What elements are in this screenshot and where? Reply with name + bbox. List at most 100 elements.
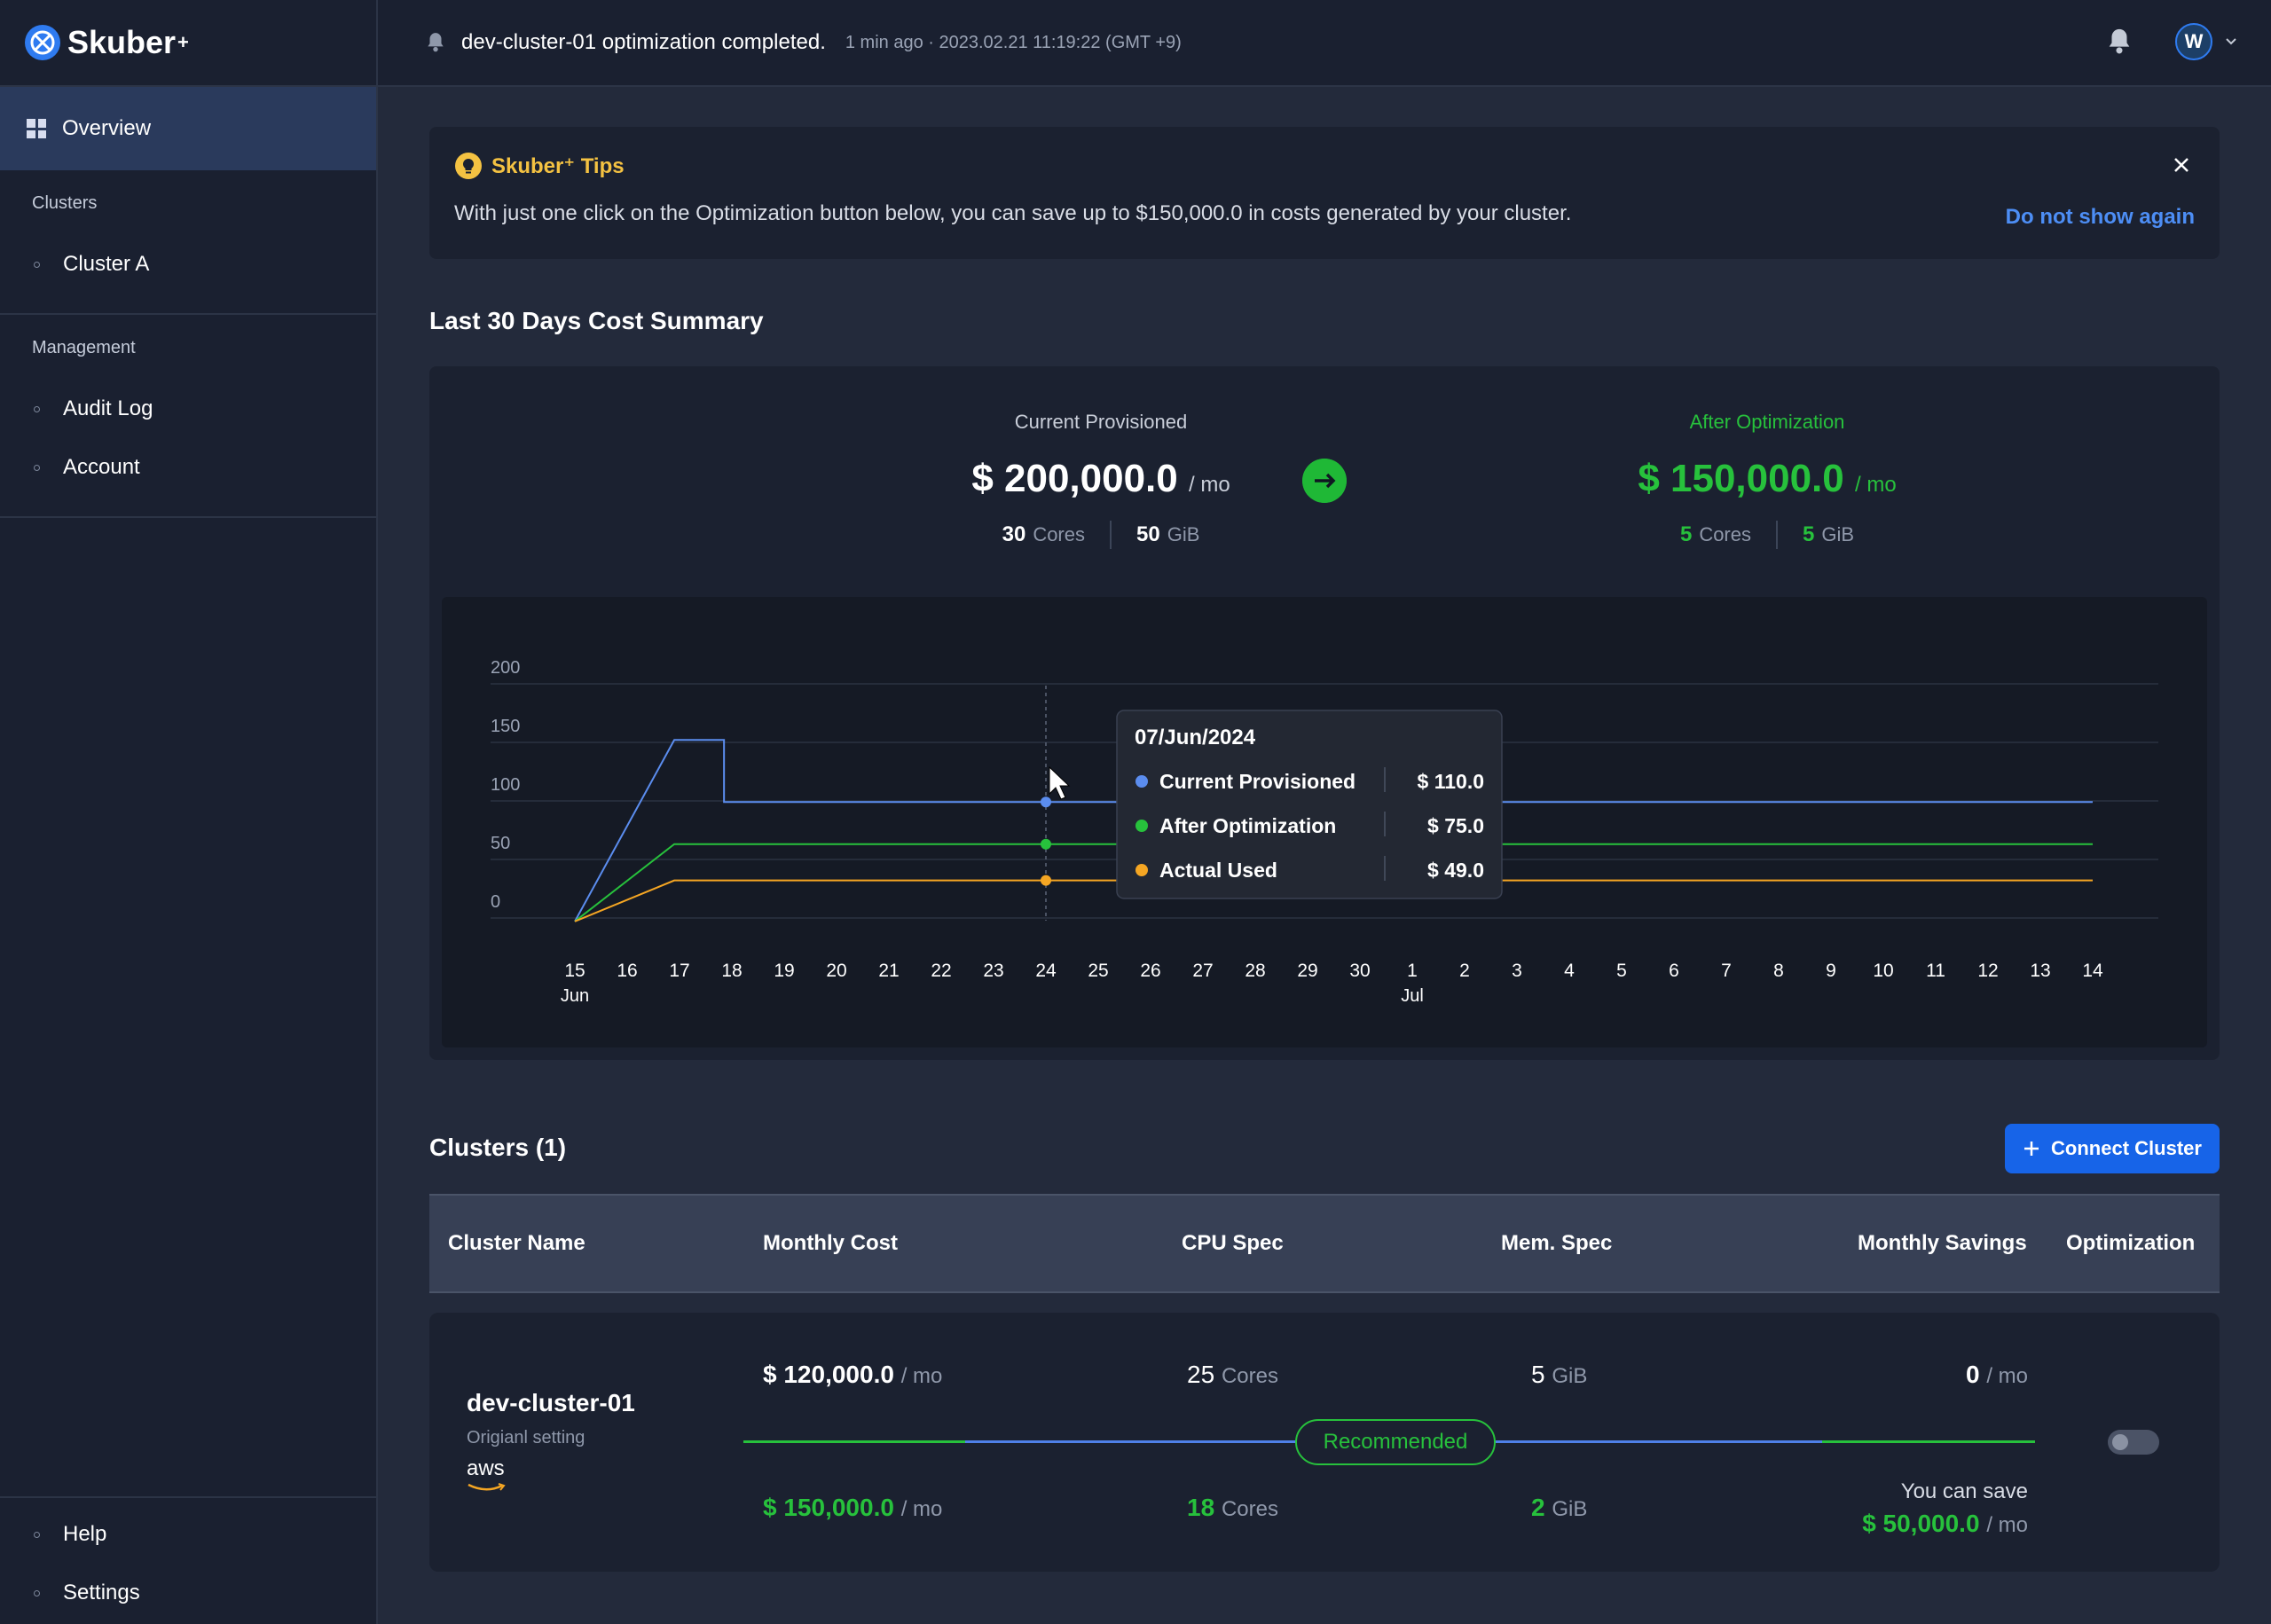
sidebar: Skuber + Overview Clusters Cluster A Mana…	[0, 0, 378, 1624]
cost-summary-card: Current Provisioned $ 200,000.0 / mo 30 C…	[429, 366, 2220, 1060]
tooltip-label: Current Provisioned	[1159, 770, 1356, 793]
sidebar-heading: Clusters	[32, 193, 98, 213]
month-label: Jun	[561, 986, 589, 1006]
mem-unit: GiB	[1552, 1364, 1588, 1388]
sidebar-item-label: Overview	[62, 116, 152, 140]
y-tick-label: 100	[491, 775, 520, 795]
tooltip-value: $ 75.0	[1427, 814, 1484, 837]
x-tick-label: 2	[1459, 961, 1470, 981]
table-row[interactable]: dev-cluster-01 Origianl setting aws $ 12…	[429, 1313, 2220, 1572]
clusters-title: Clusters (1)	[429, 1134, 567, 1161]
can-save-amount: $ 50,000.0 / mo	[1862, 1510, 2028, 1538]
tooltip-box	[1116, 710, 1503, 899]
x-tick-label: 11	[1926, 961, 1945, 981]
x-tick-label: 15	[564, 961, 585, 981]
plus-icon	[2024, 1142, 2039, 1156]
lightbulb-icon	[455, 153, 482, 179]
tips-text: With just one click on the Optimization …	[454, 201, 1572, 225]
stat-value: $ 150,000.0 / mo	[1545, 457, 1989, 501]
sidebar-item-settings[interactable]: Settings	[0, 1564, 376, 1622]
x-tick-label: 4	[1564, 961, 1575, 981]
sidebar-group-management: Management Audit Log Account	[0, 315, 376, 518]
tooltip-dot	[1136, 820, 1148, 832]
summary-title: Last 30 Days Cost Summary	[429, 307, 764, 334]
can-save-unit: / mo	[1986, 1513, 2028, 1537]
mem-unit: GiB	[1821, 523, 1855, 545]
can-save-label: You can save	[1900, 1479, 2028, 1503]
skuber-logo-icon	[25, 25, 60, 60]
rec-cost-unit: / mo	[900, 1497, 943, 1521]
stat-amount: $ 150,000.0	[1638, 457, 1844, 500]
app-name-plus: +	[177, 31, 189, 53]
app-name: Skuber	[67, 24, 177, 60]
recommend-line	[965, 1440, 1297, 1443]
x-tick-label: 27	[1192, 961, 1213, 981]
bullet-icon	[34, 464, 40, 471]
tips-title: Skuber⁺ Tips	[454, 152, 2195, 180]
stat-label: After Optimization	[1689, 411, 1845, 433]
cluster-setting: Origianl setting	[467, 1428, 585, 1447]
dashboard-icon	[27, 119, 46, 138]
sidebar-item-account[interactable]: Account	[0, 438, 376, 497]
bullet-icon	[34, 1531, 40, 1538]
stat-spec: 30 Cores 50 GiB	[879, 521, 1323, 549]
rec-mem-unit: GiB	[1552, 1497, 1588, 1521]
rec-cpu-unit: Cores	[1221, 1497, 1278, 1521]
sidebar-item-overview[interactable]: Overview	[0, 87, 376, 170]
notification-time: 1 min ago · 2023.02.21 11:19:22 (GMT +9)	[845, 32, 1182, 52]
stat-unit: / mo	[1189, 473, 1230, 497]
recommended-cost: $ 150,000.0 / mo	[763, 1494, 942, 1522]
rec-cpu-value: 18	[1187, 1494, 1215, 1521]
notification-text: dev-cluster-01 optimization completed.	[461, 30, 826, 54]
x-tick-label: 7	[1721, 961, 1732, 981]
cluster-name[interactable]: dev-cluster-01	[467, 1389, 635, 1416]
x-tick-label: 5	[1616, 961, 1627, 981]
stat-label: Current Provisioned	[1014, 411, 1188, 433]
sidebar-item-audit-log[interactable]: Audit Log	[0, 380, 376, 438]
sidebar-group-clusters: Clusters Cluster A	[0, 170, 376, 315]
monthly-cost: $ 120,000.0 / mo	[763, 1361, 942, 1389]
sidebar-heading: Management	[32, 338, 136, 357]
x-tick-label: 13	[2030, 961, 2050, 981]
sidebar-item-label: Account	[63, 455, 140, 479]
x-tick-label: 20	[826, 961, 846, 981]
connect-cluster-button[interactable]: Connect Cluster	[2005, 1124, 2220, 1173]
savings-unit: / mo	[1986, 1364, 2028, 1388]
mem-unit: GiB	[1167, 523, 1200, 545]
tooltip-dot	[1136, 775, 1148, 788]
tips-banner: Skuber⁺ Tips With just one click on the …	[429, 127, 2220, 259]
cost-unit: / mo	[900, 1364, 943, 1388]
tooltip-value: $ 49.0	[1427, 859, 1484, 882]
aws-logo-icon: aws	[467, 1456, 506, 1491]
x-tick-label: 1	[1407, 961, 1418, 981]
do-not-show-again-link[interactable]: Do not show again	[2005, 205, 2195, 229]
x-tick-label: 10	[1873, 961, 1893, 981]
sidebar-item-help[interactable]: Help	[0, 1505, 376, 1564]
x-tick-label: 14	[2082, 961, 2103, 981]
topbar-actions: W	[2104, 23, 2237, 60]
tooltip-date: 07/Jun/2024	[1135, 726, 1256, 749]
x-tick-label: 30	[1349, 961, 1370, 981]
logo[interactable]: Skuber +	[0, 0, 376, 87]
month-label: Jul	[1401, 986, 1424, 1006]
notification-bell-icon	[428, 33, 444, 52]
provider-name: aws	[467, 1456, 505, 1480]
x-tick-label: 25	[1088, 961, 1108, 981]
x-tick-label: 9	[1826, 961, 1836, 981]
can-save-value: $ 50,000.0	[1862, 1510, 1980, 1537]
tooltip-label: Actual Used	[1159, 859, 1277, 882]
cores-unit: Cores	[1699, 523, 1751, 545]
avatar[interactable]: W	[2175, 23, 2212, 60]
sidebar-item-label: Help	[63, 1522, 107, 1546]
recommend-line	[1494, 1440, 1822, 1443]
after-optimization-stat: After Optimization $ 150,000.0 / mo 5 Cor…	[1545, 411, 1989, 549]
bell-icon[interactable]	[2104, 27, 2134, 57]
cost-chart[interactable]: 200 150 100 50 0 15 Jun 16 17 18 19 20 21 22 23 24 25 26 2…	[442, 597, 2207, 1047]
optimization-toggle[interactable]	[2108, 1430, 2159, 1455]
sidebar-item-cluster-a[interactable]: Cluster A	[0, 235, 376, 294]
x-tick-label: 26	[1140, 961, 1160, 981]
chevron-down-icon[interactable]	[2225, 35, 2237, 48]
close-icon[interactable]	[2170, 153, 2193, 177]
rec-cost-value: $ 150,000.0	[763, 1494, 894, 1521]
